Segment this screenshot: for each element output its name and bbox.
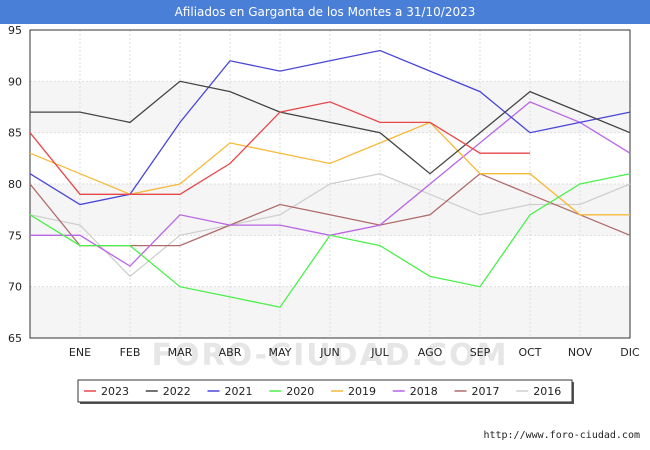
legend-label-2023: 2023 [101,385,129,398]
legend-label-2018: 2018 [410,385,438,398]
x-tick-label: DIC [620,346,640,359]
y-tick-label: 90 [8,75,22,88]
y-tick-label: 80 [8,178,22,191]
chart-title: Afiliados en Garganta de los Montes a 31… [174,5,476,19]
title-bar [0,0,650,24]
legend-label-2022: 2022 [163,385,191,398]
y-tick-label: 65 [8,332,22,345]
series-line-2022 [30,80,631,175]
x-tick-label: MAR [168,346,193,359]
axis-ticks: 65 70 75 80 85 90 95 ENE FEB MAR ABR MAY JUN JUL AGO SE… [8,24,640,359]
x-tick-label: MAY [269,346,292,359]
legend-box [77,379,573,403]
y-tick-label: 70 [8,281,22,294]
series-line-2020 [29,173,631,308]
legend-label-2020: 2020 [286,385,314,398]
source-url[interactable]: http://www.foro-ciudad.com [483,430,640,441]
legend-label-2017: 2017 [472,385,500,398]
legend-label-2019: 2019 [348,385,376,398]
series-lines [29,49,631,308]
legend-label-2016: 2016 [533,385,561,398]
series-line-2016 [29,173,631,278]
x-tick-label: AGO [418,346,443,359]
series-line-2023 [29,101,530,195]
x-tick-label: JUL [370,346,389,359]
watermark-text: FORO-CIUDAD.COM [152,338,509,373]
x-tick-label: ABR [219,346,242,359]
x-tick-label: SEP [470,346,491,359]
y-tick-label: 75 [8,229,22,242]
x-tick-label: NOV [568,346,593,359]
x-tick-label: JUN [319,346,340,359]
legend-label-2021: 2021 [225,385,253,398]
x-tick-label: FEB [120,346,141,359]
x-tick-label: ENE [69,346,91,359]
x-tick-label: OCT [518,346,541,359]
legend: 2023 2022 2021 2020 2019 2018 2017 2016 [77,379,574,404]
y-tick-label: 95 [8,24,22,37]
y-tick-label: 85 [8,127,22,140]
